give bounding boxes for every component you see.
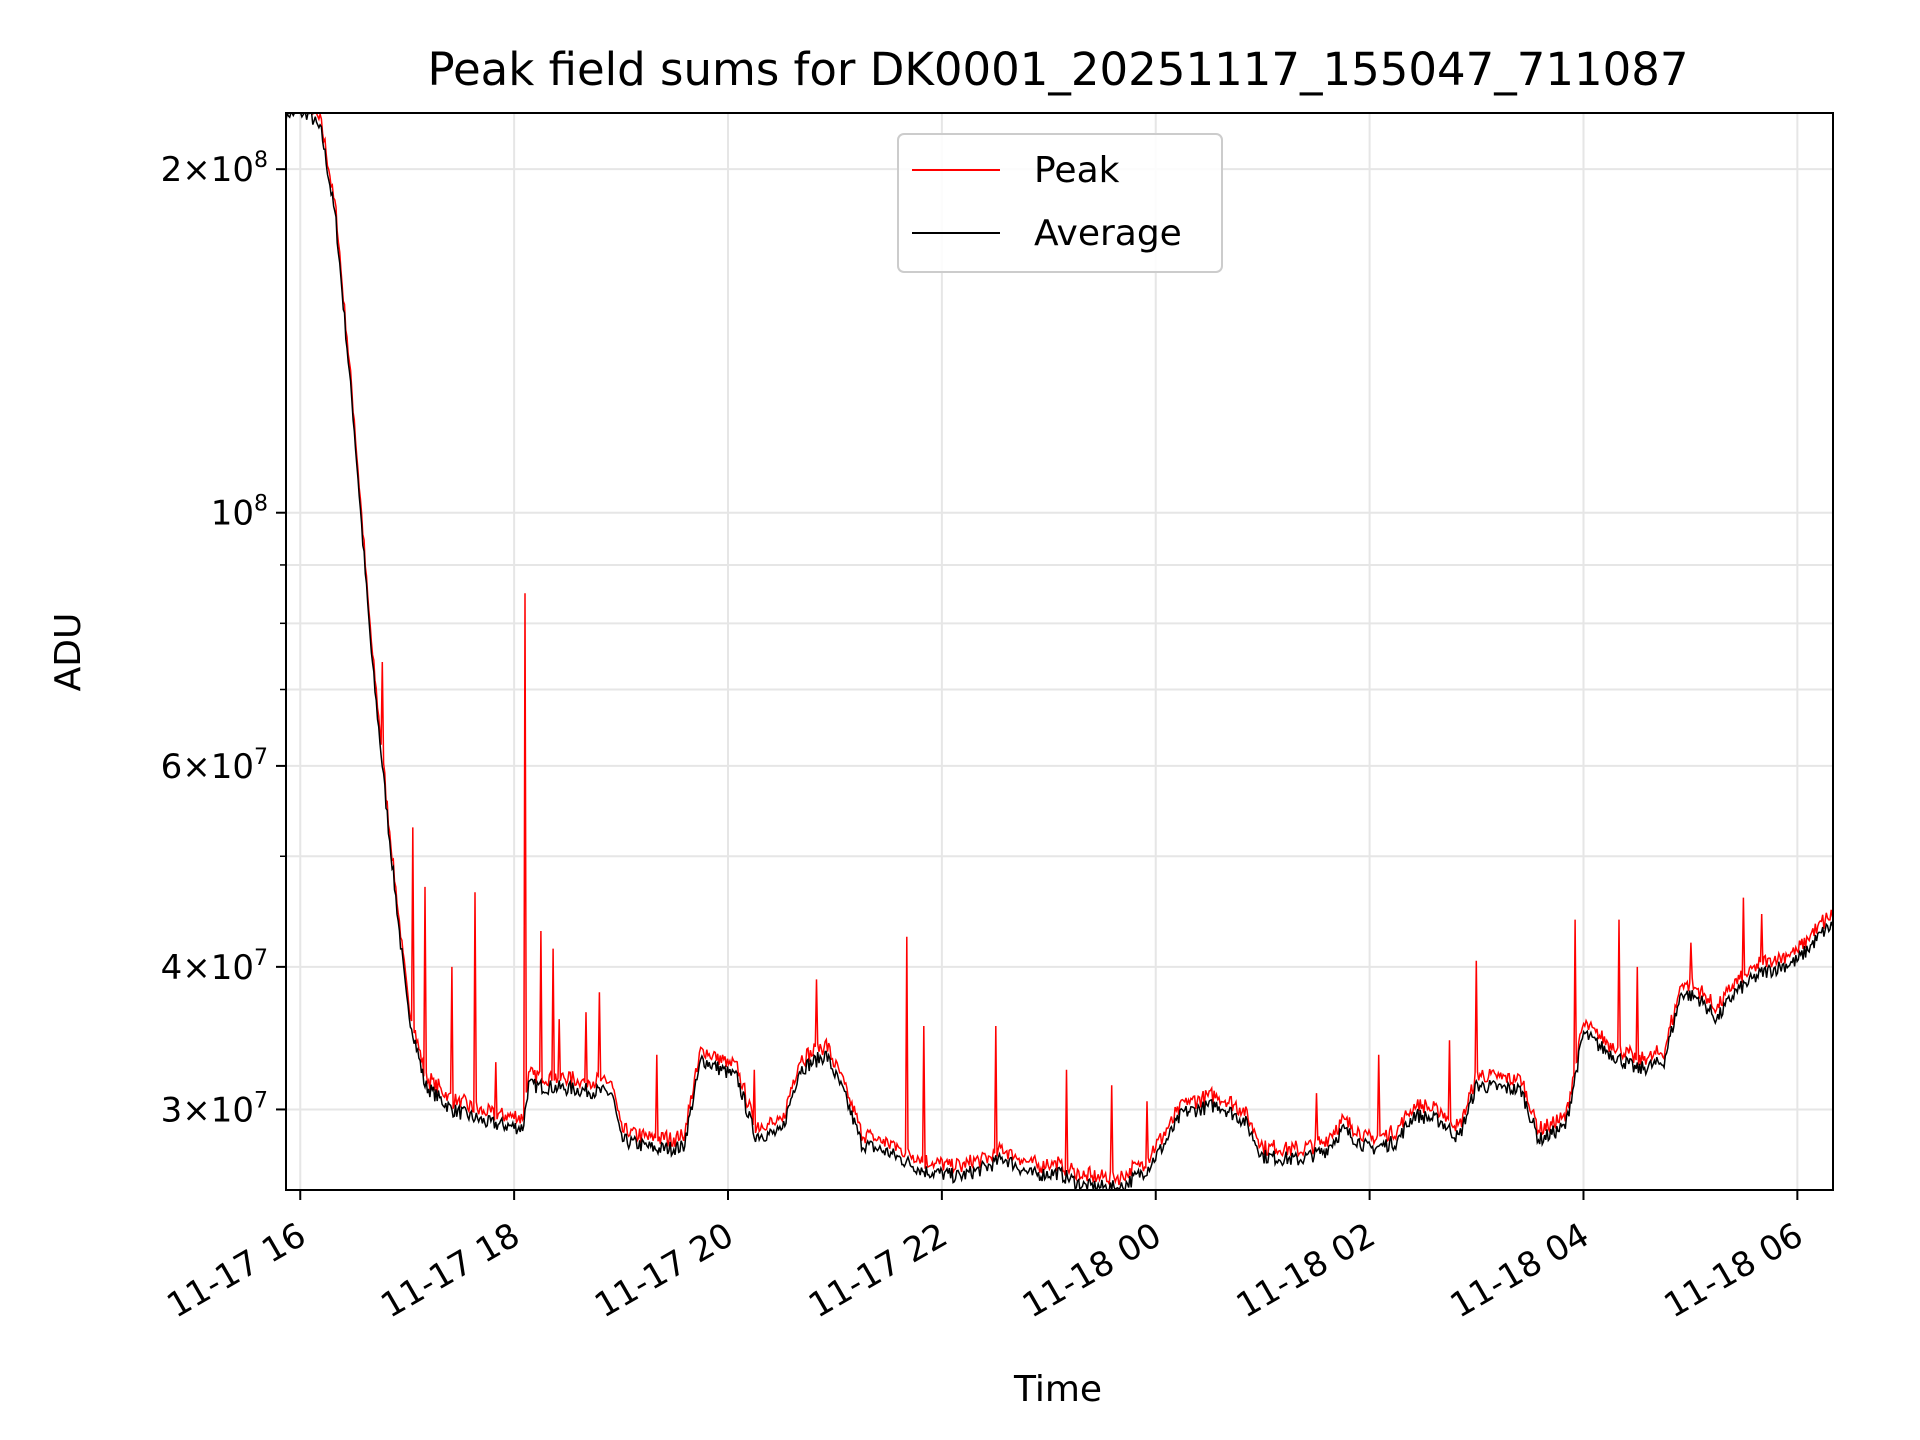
legend-label-peak: Peak — [1034, 150, 1120, 191]
x-gridlines — [299, 113, 1799, 1190]
legend-box — [897, 133, 1223, 273]
series-line-average — [286, 113, 1833, 1190]
y-tick-label: 2×108 — [161, 148, 268, 190]
legend-label-average: Average — [1034, 213, 1182, 254]
y-axis-ticks: 3×107 4×107 6×107 108 2×108 — [161, 148, 286, 1130]
y-axis-label: ADU — [48, 613, 89, 692]
y-gridlines — [286, 168, 1833, 1111]
y-tick-label: 3×107 — [161, 1088, 268, 1130]
legend[interactable]: Peak Average — [897, 133, 1223, 273]
x-axis-label: Time — [1013, 1369, 1102, 1410]
y-tick-label: 6×107 — [161, 745, 268, 787]
y-tick-label: 108 — [211, 492, 268, 534]
plot-frame — [285, 112, 1834, 1191]
series-layer — [286, 113, 1833, 1190]
y-tick-label: 4×107 — [161, 946, 268, 988]
chart-title: Peak field sums for DK0001_20251117_1550… — [427, 43, 1688, 96]
series-line-peak — [286, 113, 1833, 1187]
